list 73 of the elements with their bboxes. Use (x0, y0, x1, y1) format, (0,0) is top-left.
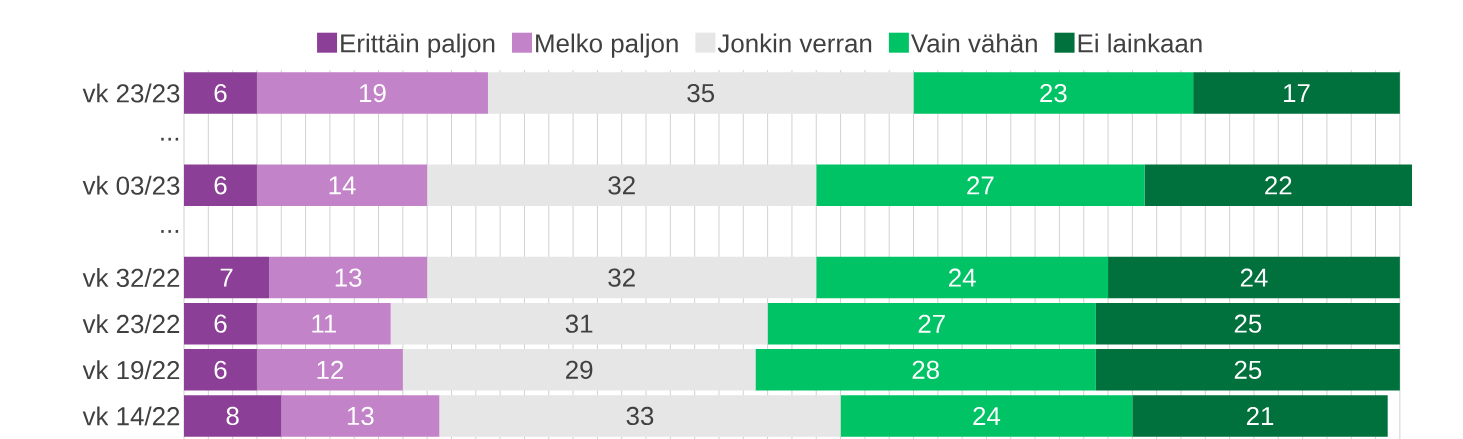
bar (281, 395, 440, 437)
bar (755, 349, 1096, 391)
y-tick-label: vk 32/22 (82, 268, 180, 288)
y-tick-label: vk 03/23 (82, 175, 180, 195)
bar (913, 72, 1194, 114)
bar (184, 256, 270, 299)
bar (840, 395, 1133, 437)
data-label: 6 (214, 176, 227, 195)
bar (256, 349, 403, 391)
data-label: 32 (608, 176, 635, 195)
bar (402, 349, 756, 391)
bar (184, 302, 257, 345)
data-label: 6 (214, 314, 227, 333)
legend-label: Jonkin verran (717, 33, 872, 53)
bar (767, 302, 1096, 345)
bar (427, 256, 817, 299)
y-tick-label: vk 23/22 (82, 314, 180, 334)
data-label: 6 (214, 83, 227, 103)
bar (184, 72, 257, 114)
data-label: 8 (226, 406, 239, 426)
bar (1108, 256, 1400, 299)
bar (439, 395, 841, 437)
bar (256, 302, 391, 345)
data-label: 6 (214, 360, 227, 379)
data-label: 27 (967, 176, 994, 195)
data-label: 25 (1234, 314, 1262, 333)
data-label: 13 (335, 268, 362, 287)
legend-label: Ei lainkaan (1078, 33, 1202, 53)
y-tick-label: ... (161, 137, 179, 141)
bar (390, 302, 768, 345)
bar (1132, 395, 1388, 437)
legend-label: Vain vähän (910, 33, 1037, 53)
data-label: 24 (949, 268, 976, 287)
data-label: 11 (312, 314, 337, 333)
data-label: 19 (360, 83, 386, 103)
data-label: 21 (1246, 406, 1274, 425)
data-label: 13 (347, 406, 374, 426)
data-label: 14 (329, 176, 356, 195)
bar (1193, 72, 1400, 114)
data-label: 31 (565, 314, 593, 333)
data-label: 28 (912, 360, 939, 379)
data-label: 29 (566, 360, 593, 379)
data-label: 22 (1265, 176, 1292, 195)
bar (184, 349, 257, 391)
bar (256, 164, 428, 207)
y-tick-label: vk 14/22 (82, 406, 180, 426)
data-label: 27 (918, 314, 945, 333)
bar (256, 72, 488, 114)
y-tick-label: vk 19/22 (82, 360, 180, 380)
bar (816, 256, 1109, 299)
bar (269, 256, 428, 299)
bar (487, 72, 914, 114)
data-label: 7 (220, 268, 233, 287)
bar (427, 164, 817, 207)
bar (184, 395, 282, 437)
legend-label: Melko paljon (536, 33, 678, 58)
bar (1144, 164, 1413, 207)
data-label: 32 (608, 268, 635, 287)
bar (816, 164, 1145, 207)
legend-label: Erittäin paljon (341, 33, 495, 58)
data-label: 17 (1284, 84, 1310, 102)
bar (184, 164, 257, 207)
y-tick-label: vk 23/23 (82, 83, 180, 103)
data-label: 23 (1040, 83, 1067, 103)
data-label: 35 (687, 83, 715, 103)
data-label: 24 (973, 406, 1001, 425)
y-tick-label: ... (161, 230, 179, 233)
bar (1095, 302, 1400, 345)
data-label: 24 (1240, 268, 1268, 287)
bar (1095, 349, 1400, 391)
data-label: 33 (626, 406, 654, 426)
data-label: 12 (317, 360, 344, 379)
data-label: 25 (1234, 360, 1262, 379)
